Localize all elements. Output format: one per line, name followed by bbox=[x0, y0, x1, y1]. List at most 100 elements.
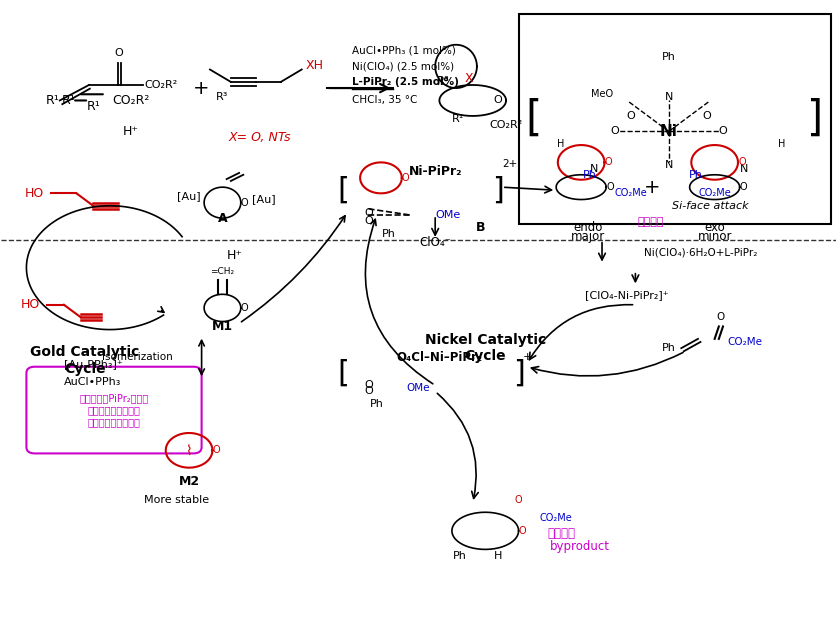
Text: More stable: More stable bbox=[144, 495, 209, 505]
Text: O: O bbox=[701, 111, 710, 121]
Text: Ph: Ph bbox=[661, 52, 675, 62]
Text: CO₂R²: CO₂R² bbox=[144, 80, 177, 90]
Text: +: + bbox=[193, 78, 210, 98]
Text: CHCl₃, 35 °C: CHCl₃, 35 °C bbox=[351, 95, 416, 106]
Text: Ni(ClO₄)·6H₂O+L-PiPr₂: Ni(ClO₄)·6H₂O+L-PiPr₂ bbox=[643, 247, 757, 257]
Text: exo: exo bbox=[703, 221, 724, 234]
Text: O: O bbox=[212, 445, 220, 455]
Text: [: [ bbox=[525, 98, 541, 140]
Text: +: + bbox=[643, 178, 660, 197]
Text: H: H bbox=[556, 139, 563, 149]
Text: O₄Cl–Ni–PiPr₂: O₄Cl–Ni–PiPr₂ bbox=[396, 351, 482, 364]
Text: HO: HO bbox=[21, 299, 40, 311]
Text: O: O bbox=[364, 216, 372, 226]
Text: X: X bbox=[464, 72, 472, 85]
Text: major: major bbox=[570, 230, 604, 243]
Text: O: O bbox=[737, 157, 745, 167]
Text: ]: ] bbox=[512, 358, 524, 388]
Text: 大位阻配体PiPr₂使反应
专一获得螺环产物，
并环产物完全被抑制: 大位阻配体PiPr₂使反应 专一获得螺环产物， 并环产物完全被抑制 bbox=[79, 394, 149, 427]
Text: H⁺: H⁺ bbox=[227, 249, 242, 262]
Text: OMe: OMe bbox=[406, 383, 430, 393]
Text: Ph: Ph bbox=[661, 343, 675, 353]
Text: +: + bbox=[522, 353, 532, 363]
Text: O: O bbox=[364, 208, 372, 218]
Text: minor: minor bbox=[696, 230, 731, 243]
Text: [Au]: [Au] bbox=[252, 195, 275, 205]
Text: O: O bbox=[514, 495, 522, 505]
Text: O: O bbox=[718, 126, 726, 136]
Text: ]: ] bbox=[492, 176, 503, 205]
Text: CO₂Me: CO₂Me bbox=[697, 188, 730, 198]
Text: O: O bbox=[364, 380, 372, 391]
Text: O: O bbox=[626, 111, 635, 121]
Text: X= O, NTs: X= O, NTs bbox=[228, 131, 291, 144]
Text: R¹: R¹ bbox=[46, 94, 59, 107]
Text: R¹: R¹ bbox=[86, 100, 100, 113]
Text: [Au]: [Au] bbox=[177, 192, 201, 202]
Text: XH: XH bbox=[305, 59, 324, 72]
Text: Si-face attack: Si-face attack bbox=[671, 201, 748, 211]
Text: H: H bbox=[493, 550, 502, 560]
Text: CO₂R²: CO₂R² bbox=[489, 120, 522, 130]
Text: R³: R³ bbox=[436, 75, 450, 88]
Text: AuCl•PPh₃: AuCl•PPh₃ bbox=[64, 377, 121, 388]
Text: CO₂Me: CO₂Me bbox=[726, 337, 762, 347]
Text: 螺环产物: 螺环产物 bbox=[637, 218, 664, 228]
Text: endo: endo bbox=[573, 221, 602, 234]
Text: HO: HO bbox=[25, 187, 44, 200]
Text: N: N bbox=[664, 160, 672, 170]
Text: R³: R³ bbox=[216, 93, 228, 103]
Text: byproduct: byproduct bbox=[549, 540, 609, 553]
Text: Gold Catalytic
Cycle: Gold Catalytic Cycle bbox=[30, 345, 140, 376]
Text: Ph: Ph bbox=[453, 550, 466, 560]
Text: Ni(ClO₄) (2.5 mol%): Ni(ClO₄) (2.5 mol%) bbox=[351, 62, 453, 72]
Text: O: O bbox=[115, 49, 123, 58]
Text: L-PiPr₂ (2.5 mol%): L-PiPr₂ (2.5 mol%) bbox=[351, 77, 458, 87]
Text: 并环产物: 并环产物 bbox=[547, 527, 575, 541]
Text: O: O bbox=[492, 95, 502, 106]
Text: Ni-PiPr₂: Ni-PiPr₂ bbox=[408, 165, 461, 178]
Text: CO₂Me: CO₂Me bbox=[614, 188, 646, 198]
Text: H: H bbox=[777, 139, 784, 149]
Text: H⁺: H⁺ bbox=[123, 125, 139, 138]
Text: O: O bbox=[604, 157, 611, 167]
Text: M1: M1 bbox=[212, 320, 232, 333]
Text: O: O bbox=[605, 182, 613, 192]
Text: O: O bbox=[241, 198, 248, 208]
Text: O: O bbox=[609, 126, 618, 136]
Text: R¹: R¹ bbox=[451, 114, 464, 124]
Text: [Au-PPh₃]⁺: [Au-PPh₃]⁺ bbox=[64, 359, 123, 369]
Text: =CH₂: =CH₂ bbox=[210, 267, 234, 276]
Text: [: [ bbox=[337, 358, 349, 388]
Text: M2: M2 bbox=[178, 475, 200, 488]
Text: O: O bbox=[739, 182, 747, 192]
Text: O: O bbox=[716, 312, 724, 322]
Text: B: B bbox=[476, 221, 485, 234]
Text: N: N bbox=[739, 164, 747, 174]
Text: Ph: Ph bbox=[582, 170, 596, 180]
Text: ⌇: ⌇ bbox=[186, 443, 192, 457]
Text: O: O bbox=[518, 526, 526, 536]
Text: Ph: Ph bbox=[688, 170, 701, 180]
Text: isomerization: isomerization bbox=[101, 353, 172, 363]
Text: O: O bbox=[241, 303, 248, 313]
Text: N: N bbox=[589, 164, 597, 174]
Text: [: [ bbox=[337, 176, 349, 205]
Text: CO₂Me: CO₂Me bbox=[539, 513, 572, 524]
Text: Ph: Ph bbox=[382, 229, 395, 239]
Text: 2+: 2+ bbox=[502, 159, 517, 169]
Text: Ni: Ni bbox=[659, 124, 677, 139]
Text: Nickel Catalytic
Cycle: Nickel Catalytic Cycle bbox=[424, 333, 545, 363]
Bar bbox=[2, 1, 834, 240]
Text: ClO₄⁻: ClO₄⁻ bbox=[419, 236, 451, 249]
Text: R¹: R¹ bbox=[61, 94, 75, 107]
Text: MeO: MeO bbox=[590, 90, 612, 100]
Text: ]: ] bbox=[806, 98, 822, 140]
Text: AuCl•PPh₃ (1 mol%): AuCl•PPh₃ (1 mol%) bbox=[351, 46, 455, 56]
Text: A: A bbox=[217, 211, 227, 225]
Text: CO₂R²: CO₂R² bbox=[112, 94, 149, 107]
Text: O: O bbox=[401, 173, 409, 183]
Text: [ClO₄-Ni-PiPr₂]⁺: [ClO₄-Ni-PiPr₂]⁺ bbox=[584, 290, 668, 300]
Text: O: O bbox=[364, 386, 372, 396]
Text: OMe: OMe bbox=[435, 210, 460, 220]
